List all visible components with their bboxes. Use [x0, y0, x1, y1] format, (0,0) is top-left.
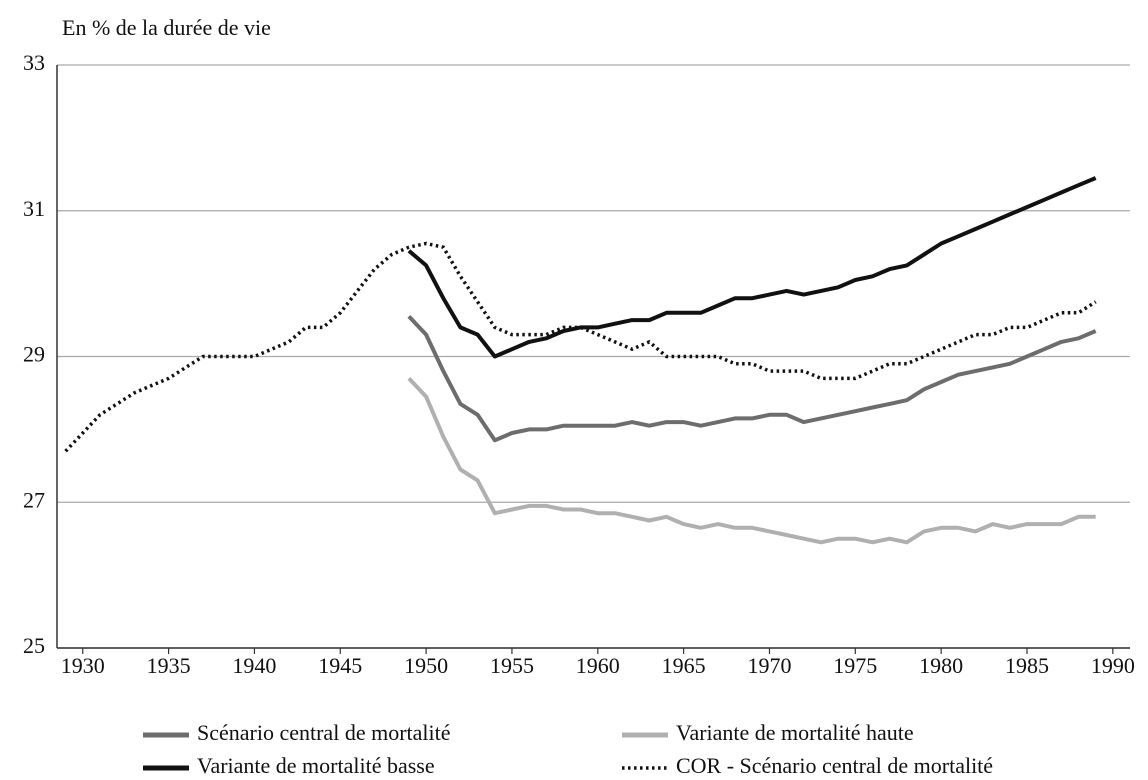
x-tick-label: 1930: [61, 653, 105, 678]
series-line: [407, 377, 1096, 545]
y-tick-label: 27: [23, 487, 45, 512]
x-tick-label: 1940: [232, 653, 276, 678]
x-tick-label: 1960: [576, 653, 620, 678]
x-tick-label: 1980: [919, 653, 963, 678]
legend-label: COR - Scénario central de mortalité: [676, 753, 993, 778]
x-tick-label: 1965: [662, 653, 706, 678]
x-tick-label: 1935: [147, 653, 191, 678]
series-line: [407, 315, 1097, 443]
x-tick-label: 1990: [1091, 653, 1135, 678]
y-tick-label: 25: [23, 633, 45, 658]
x-tick-label: 1945: [318, 653, 362, 678]
y-axis-label: En % de la durée de vie: [62, 15, 271, 40]
legend-label: Variante de mortalité haute: [676, 720, 914, 745]
x-tick-label: 1970: [747, 653, 791, 678]
series-line: [407, 176, 1097, 359]
legend-label: Scénario central de mortalité: [197, 720, 451, 745]
y-tick-label: 33: [23, 50, 45, 75]
series-line: [64, 241, 1097, 453]
y-tick-label: 31: [23, 196, 45, 221]
y-tick-label: 29: [23, 342, 45, 367]
x-tick-label: 1955: [490, 653, 534, 678]
legend-label: Variante de mortalité basse: [197, 753, 435, 778]
x-tick-label: 1950: [404, 653, 448, 678]
x-tick-label: 1985: [1005, 653, 1049, 678]
x-tick-label: 1975: [833, 653, 877, 678]
